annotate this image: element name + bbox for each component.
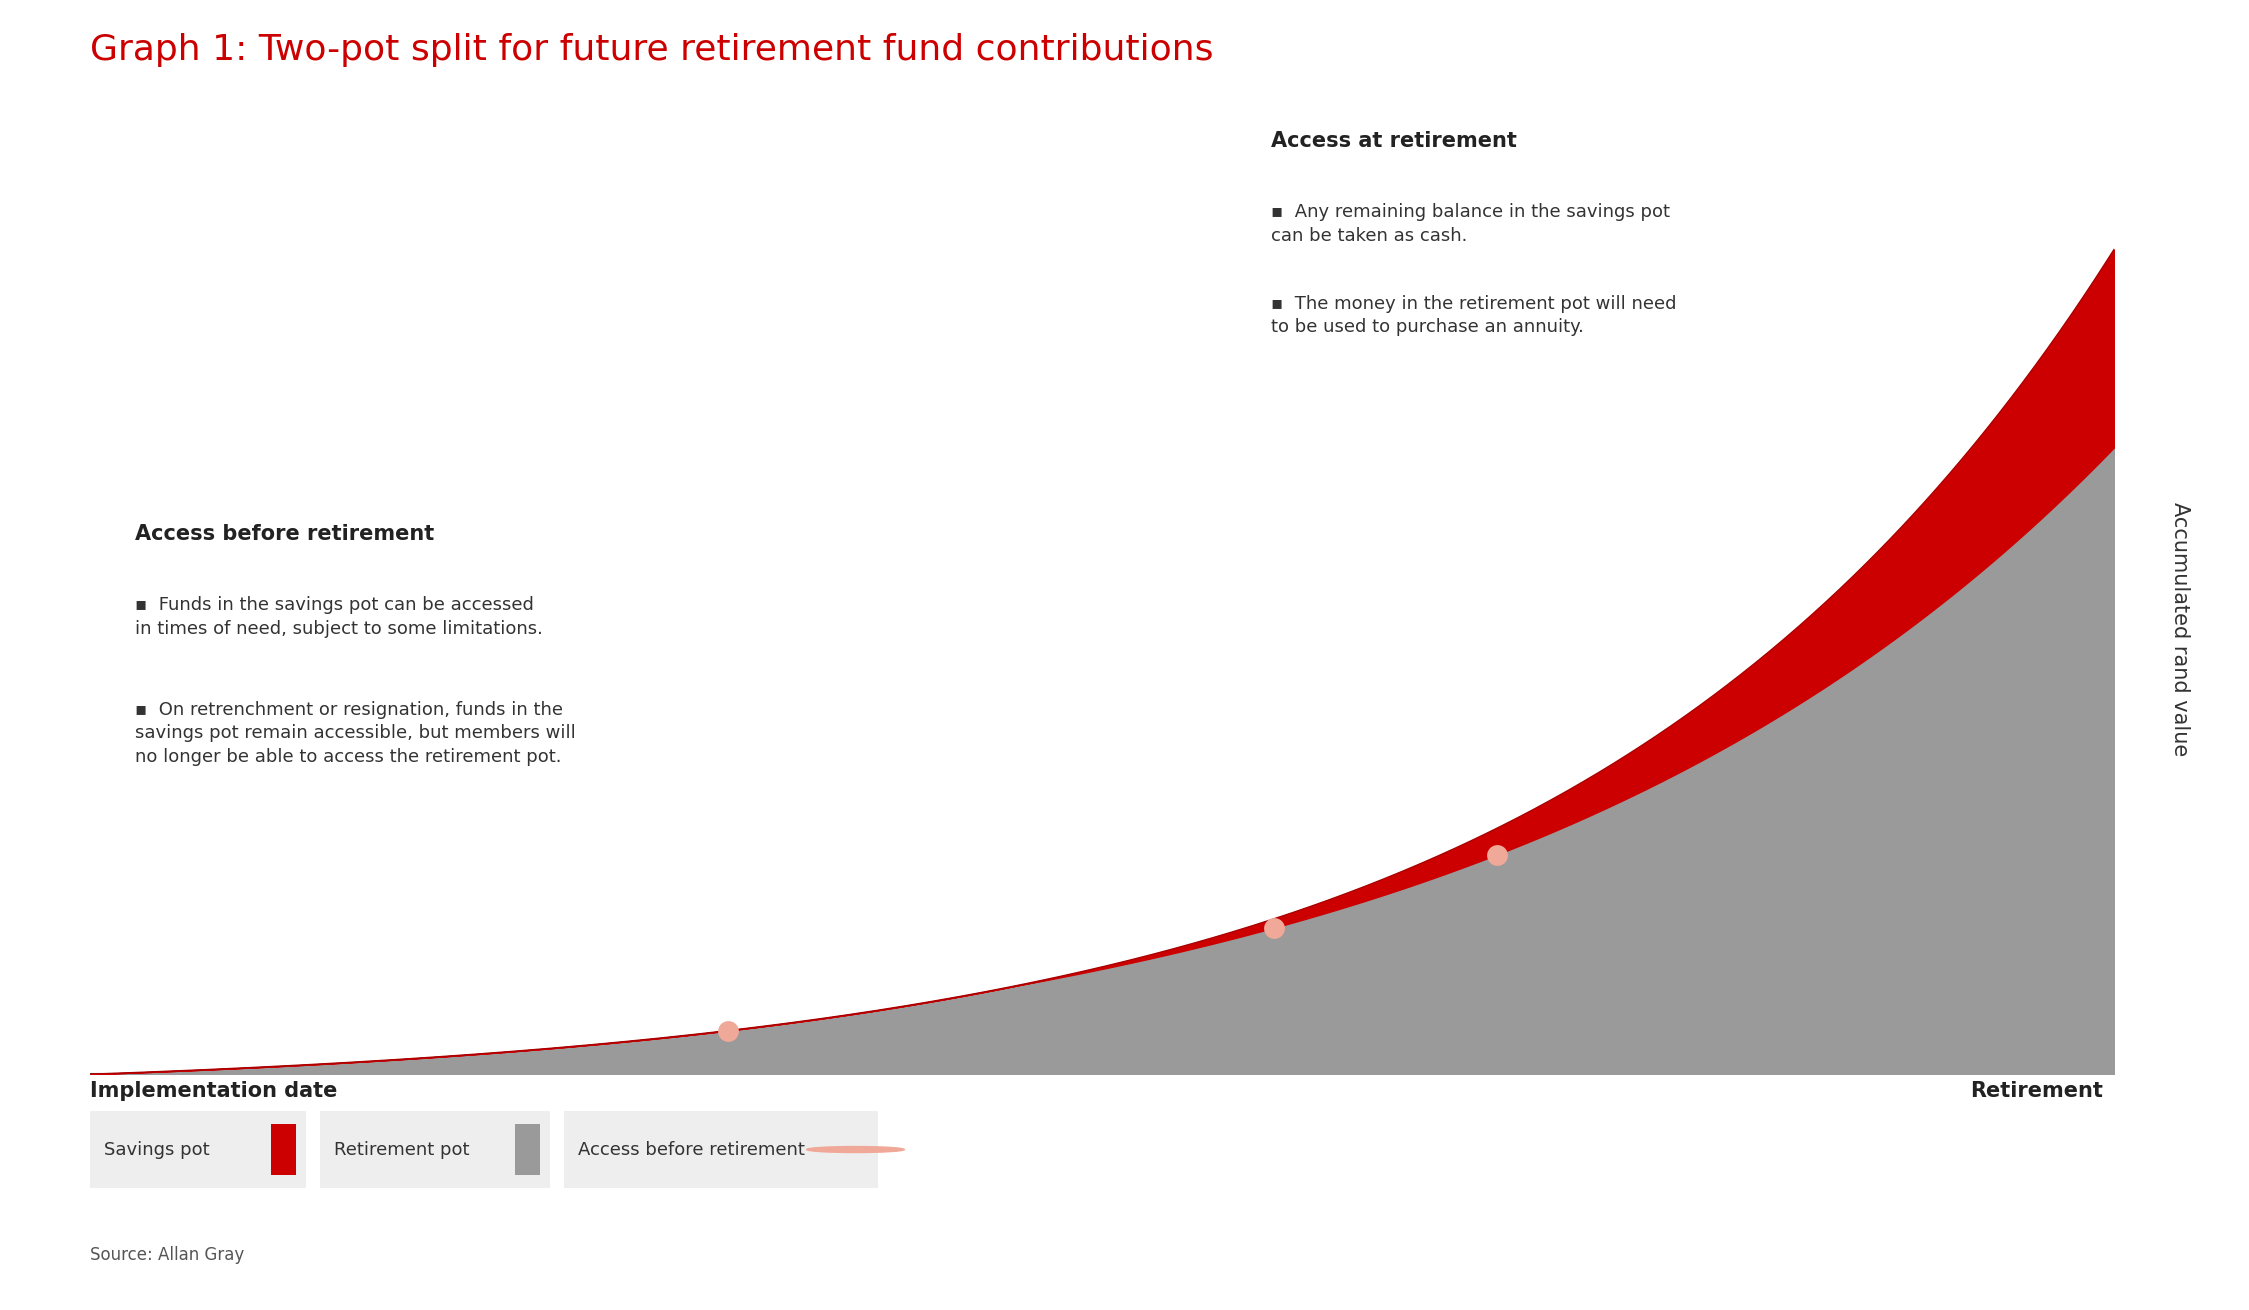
- Text: Accumulated rand value: Accumulated rand value: [2170, 502, 2191, 756]
- Text: ▪  Any remaining balance in the savings pot
can be taken as cash.: ▪ Any remaining balance in the savings p…: [1271, 203, 1669, 245]
- FancyBboxPatch shape: [90, 1111, 306, 1188]
- FancyBboxPatch shape: [319, 1111, 551, 1188]
- Circle shape: [807, 1146, 904, 1153]
- FancyBboxPatch shape: [564, 1111, 877, 1188]
- Text: Access at retirement: Access at retirement: [1271, 131, 1516, 151]
- Text: ▪  The money in the retirement pot will need
to be used to purchase an annuity.: ▪ The money in the retirement pot will n…: [1271, 295, 1676, 337]
- Text: ▪  Funds in the savings pot can be accessed
in times of need, subject to some li: ▪ Funds in the savings pot can be access…: [135, 596, 542, 638]
- Text: Retirement pot: Retirement pot: [335, 1141, 470, 1158]
- Text: Source: Allan Gray: Source: Allan Gray: [90, 1246, 245, 1264]
- Text: Graph 1: Two-pot split for future retirement fund contributions: Graph 1: Two-pot split for future retire…: [90, 33, 1214, 67]
- Text: Savings pot: Savings pot: [103, 1141, 209, 1158]
- Text: Retirement: Retirement: [1970, 1081, 2103, 1100]
- Text: Access before retirement: Access before retirement: [135, 524, 434, 544]
- Bar: [272, 1124, 297, 1175]
- Bar: [515, 1124, 540, 1175]
- Text: Access before retirement: Access before retirement: [578, 1141, 805, 1158]
- Text: Implementation date: Implementation date: [90, 1081, 337, 1100]
- Text: ▪  On retrenchment or resignation, funds in the
savings pot remain accessible, b: ▪ On retrenchment or resignation, funds …: [135, 701, 576, 766]
